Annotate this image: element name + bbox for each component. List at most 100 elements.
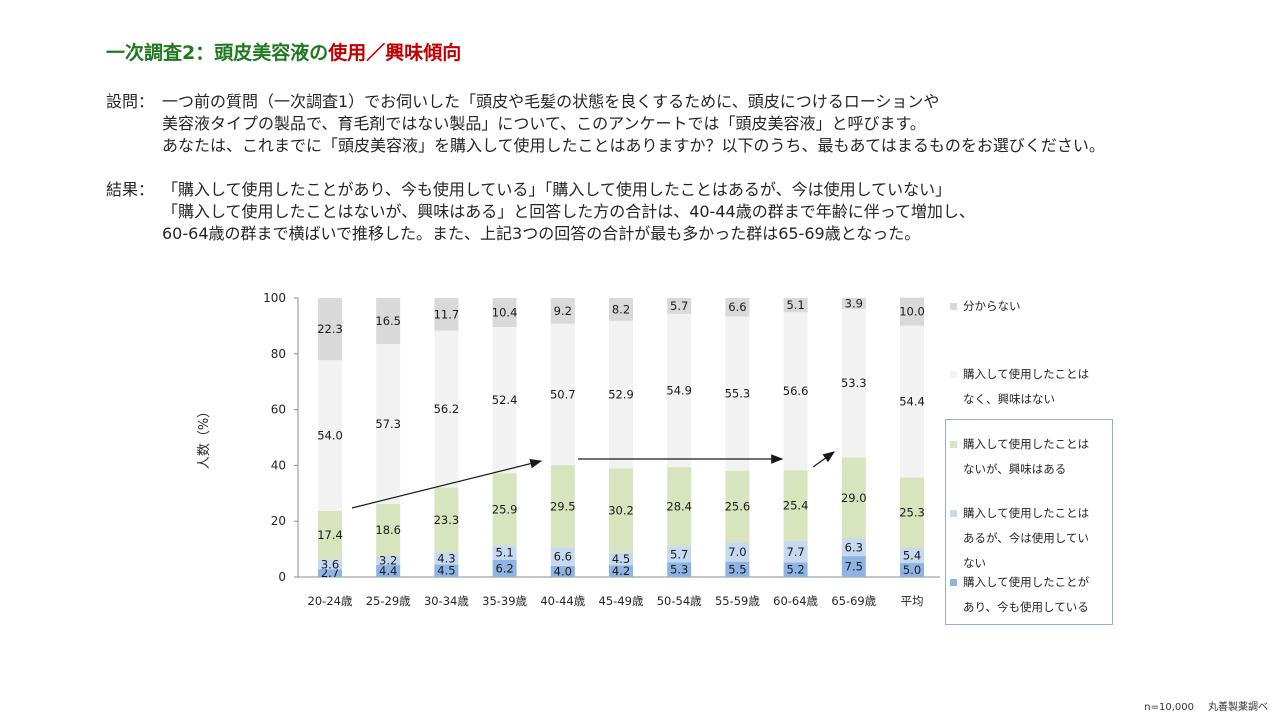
bar-segment (434, 487, 459, 553)
data-label: 54.4 (899, 395, 925, 409)
data-label: 16.5 (375, 314, 401, 328)
bar-segment (783, 541, 808, 563)
legend-label: 購入して使用したことは あるが、今は使用してい ない (963, 501, 1113, 576)
x-tick-label: 35-39歳 (482, 594, 527, 608)
data-label: 7.5 (845, 560, 863, 574)
data-label: 5.2 (786, 563, 804, 577)
y-tick-label: 60 (271, 403, 286, 417)
y-tick-label: 20 (271, 514, 286, 528)
legend-label-line: ない (963, 556, 986, 570)
data-label: 6.2 (495, 561, 513, 575)
bar-segment (900, 547, 924, 564)
data-label: 25.9 (492, 502, 518, 516)
bar-segment (841, 298, 866, 309)
result-line: 「購入して使用したことがあり、今も使用している」「購入して使用したことはあるが、… (162, 180, 952, 199)
bar-segment (550, 565, 575, 577)
data-label: 52.4 (492, 393, 518, 407)
bar-segment (318, 360, 342, 511)
data-label: 10.4 (492, 306, 518, 320)
bar-segment (783, 298, 808, 313)
legend-label-line: 購入して使用したことは (963, 367, 1090, 381)
data-label: 4.3 (437, 551, 455, 565)
data-label: 28.4 (666, 500, 692, 514)
y-tick-label: 0 (278, 570, 286, 584)
bar-segment (667, 467, 692, 547)
data-label: 5.7 (670, 299, 688, 313)
question-line: あなたは、これまでに「頭皮美容液」を購入して使用したことはありますか？以下のうち… (162, 136, 1105, 155)
bar-segment (492, 545, 517, 560)
bar-segment (609, 565, 633, 577)
data-label: 18.6 (375, 523, 401, 537)
bar-segment (841, 538, 866, 557)
data-label: 7.7 (786, 545, 804, 559)
trend-arrow (812, 451, 835, 468)
x-tick-label: 平均 (901, 594, 924, 608)
bar-segment (725, 298, 750, 317)
data-label: 5.0 (903, 563, 921, 577)
data-label: 30.2 (608, 504, 634, 518)
data-label: 23.3 (434, 513, 460, 527)
bar-segment (841, 556, 866, 577)
result-label: 結果： (106, 180, 155, 199)
bar-segment (318, 510, 342, 560)
data-label: 3.2 (379, 553, 397, 567)
bar-segment (667, 298, 692, 314)
data-label: 3.9 (845, 296, 863, 310)
bar-segment (492, 327, 517, 474)
legend-highlight-box (945, 419, 1113, 625)
source-note: 丸善製薬調べ (1208, 702, 1268, 713)
bar-segment (725, 542, 750, 562)
x-tick-label: 20-24歳 (308, 594, 353, 608)
data-label: 10.0 (899, 305, 925, 319)
bar-segment (609, 468, 633, 553)
bar-segment (376, 555, 401, 565)
x-tick-label: 50-54歳 (657, 594, 702, 608)
y-tick-label: 100 (263, 291, 286, 305)
data-label: 50.7 (550, 387, 576, 401)
x-tick-label: 45-49歳 (599, 594, 644, 608)
result-line: 60-64歳の群まで横ばいで推移した。また、上記3つの回答の合計が最も多かった群… (162, 224, 921, 243)
legend-swatch (950, 441, 957, 448)
data-label: 9.2 (554, 304, 572, 318)
data-label: 5.4 (903, 549, 921, 563)
data-label: 5.1 (786, 298, 804, 312)
data-label: 52.9 (608, 388, 634, 402)
bar-segment (783, 470, 808, 542)
bar-segment (900, 325, 924, 478)
bar-segment (376, 564, 401, 577)
legend-swatch (950, 510, 957, 517)
data-label: 53.3 (841, 376, 867, 390)
bar-segment (725, 316, 750, 471)
data-label: 22.3 (317, 322, 343, 336)
data-label: 6.3 (845, 540, 863, 554)
legend-label-line: なく、興味はない (963, 392, 1055, 406)
data-label: 7.0 (728, 545, 746, 559)
bar-segment (900, 297, 924, 326)
page-title: 一次調査2：頭皮美容液の使用／興味傾向 (106, 38, 461, 65)
bar-segment (376, 344, 401, 504)
legend-label: 分からない (963, 294, 1113, 319)
title-part1: 一次調査2：頭皮美容液の (106, 42, 329, 64)
legend-label: 購入して使用したことが あり、今も使用している (963, 570, 1113, 620)
x-tick-label: 30-34歳 (424, 594, 469, 608)
data-label: 55.3 (725, 387, 751, 401)
data-label: 6.6 (554, 550, 572, 564)
data-label: 56.2 (434, 402, 460, 416)
bar-segment (900, 563, 924, 577)
data-label: 56.6 (783, 384, 809, 398)
bar-segment (609, 298, 633, 321)
result-line: 「購入して使用したことはないが、興味はある」と回答した方の合計は、40-44歳の… (162, 202, 975, 221)
question-line: 美容液タイプの製品で、育毛剤ではない製品」について、このアンケートでは「頭皮美容… (162, 114, 926, 133)
bar-segment (550, 547, 575, 566)
data-label: 29.5 (550, 499, 576, 513)
data-label: 2.7 (321, 566, 339, 580)
bar-segment (783, 562, 808, 577)
bar-segment (434, 298, 459, 331)
legend-label: 購入して使用したことは なく、興味はない (963, 362, 1113, 412)
bar-segment (492, 559, 517, 577)
footer: n=10,000 丸善製薬調べ (1130, 698, 1268, 713)
bar-segment (841, 457, 866, 539)
bar-segment (434, 552, 459, 565)
bar-segment (900, 477, 924, 548)
